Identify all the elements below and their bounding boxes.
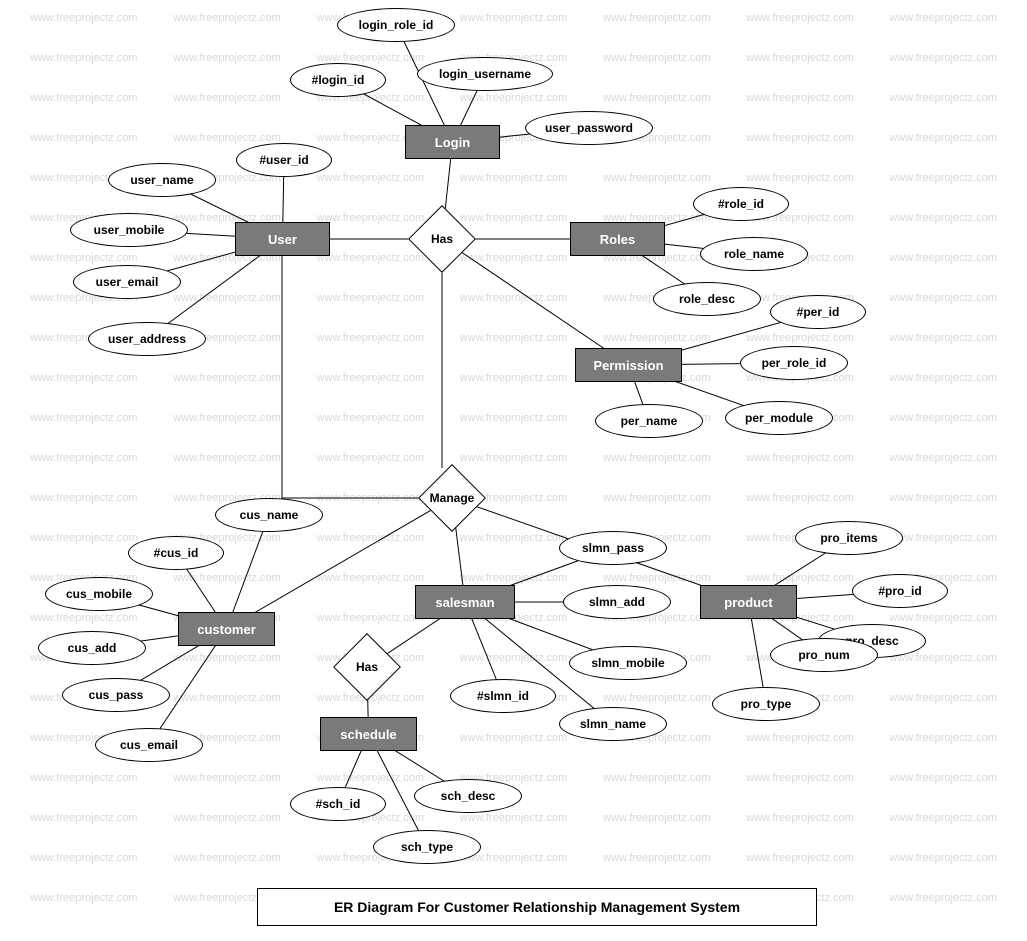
attr-user_id: #user_id (236, 143, 332, 177)
attr-cus_pass: cus_pass (62, 678, 170, 712)
attr-slmn_id: #slmn_id (450, 679, 556, 713)
entity-roles: Roles (570, 222, 665, 256)
entity-product: product (700, 585, 797, 619)
attr-user_password: user_password (525, 111, 653, 145)
relationship-has2: Has (337, 637, 397, 697)
attr-user_address: user_address (88, 322, 206, 356)
attr-role_desc: role_desc (653, 282, 761, 316)
attr-slmn_mobile: slmn_mobile (569, 646, 687, 680)
attr-cus_id: #cus_id (128, 536, 224, 570)
attr-cus_add: cus_add (38, 631, 146, 665)
attr-login_role_id: login_role_id (337, 8, 455, 42)
attr-pro_num: pro_num (770, 638, 878, 672)
attr-login_username: login_username (417, 57, 553, 91)
attr-user_name: user_name (108, 163, 216, 197)
relationship-manage: Manage (422, 468, 482, 528)
attr-per_name: per_name (595, 404, 703, 438)
entity-customer: customer (178, 612, 275, 646)
diagram-title-box: ER Diagram For Customer Relationship Man… (257, 888, 817, 926)
attr-role_name: role_name (700, 237, 808, 271)
attr-user_email: user_email (73, 265, 181, 299)
attr-cus_email: cus_email (95, 728, 203, 762)
attr-login_id: #login_id (290, 63, 386, 97)
attr-pro_items: pro_items (795, 521, 903, 555)
entity-user: User (235, 222, 330, 256)
attr-slmn_name: slmn_name (559, 707, 667, 741)
attr-pro_id: #pro_id (852, 574, 948, 608)
entity-login: Login (405, 125, 500, 159)
attr-user_mobile: user_mobile (70, 213, 188, 247)
attr-role_id: #role_id (693, 187, 789, 221)
attr-pro_type: pro_type (712, 687, 820, 721)
attr-per_role_id: per_role_id (740, 346, 848, 380)
attr-per_id: #per_id (770, 295, 866, 329)
attr-slmn_pass: slmn_pass (559, 531, 667, 565)
attr-sch_id: #sch_id (290, 787, 386, 821)
entity-permission: Permission (575, 348, 682, 382)
attr-sch_desc: sch_desc (414, 779, 522, 813)
attr-cus_name: cus_name (215, 498, 323, 532)
attr-per_module: per_module (725, 401, 833, 435)
attr-sch_type: sch_type (373, 830, 481, 864)
diagram-title: ER Diagram For Customer Relationship Man… (334, 899, 740, 915)
entity-schedule: schedule (320, 717, 417, 751)
attr-cus_mobile: cus_mobile (45, 577, 153, 611)
attr-slmn_add: slmn_add (563, 585, 671, 619)
relationship-has1: Has (412, 209, 472, 269)
entity-salesman: salesman (415, 585, 515, 619)
